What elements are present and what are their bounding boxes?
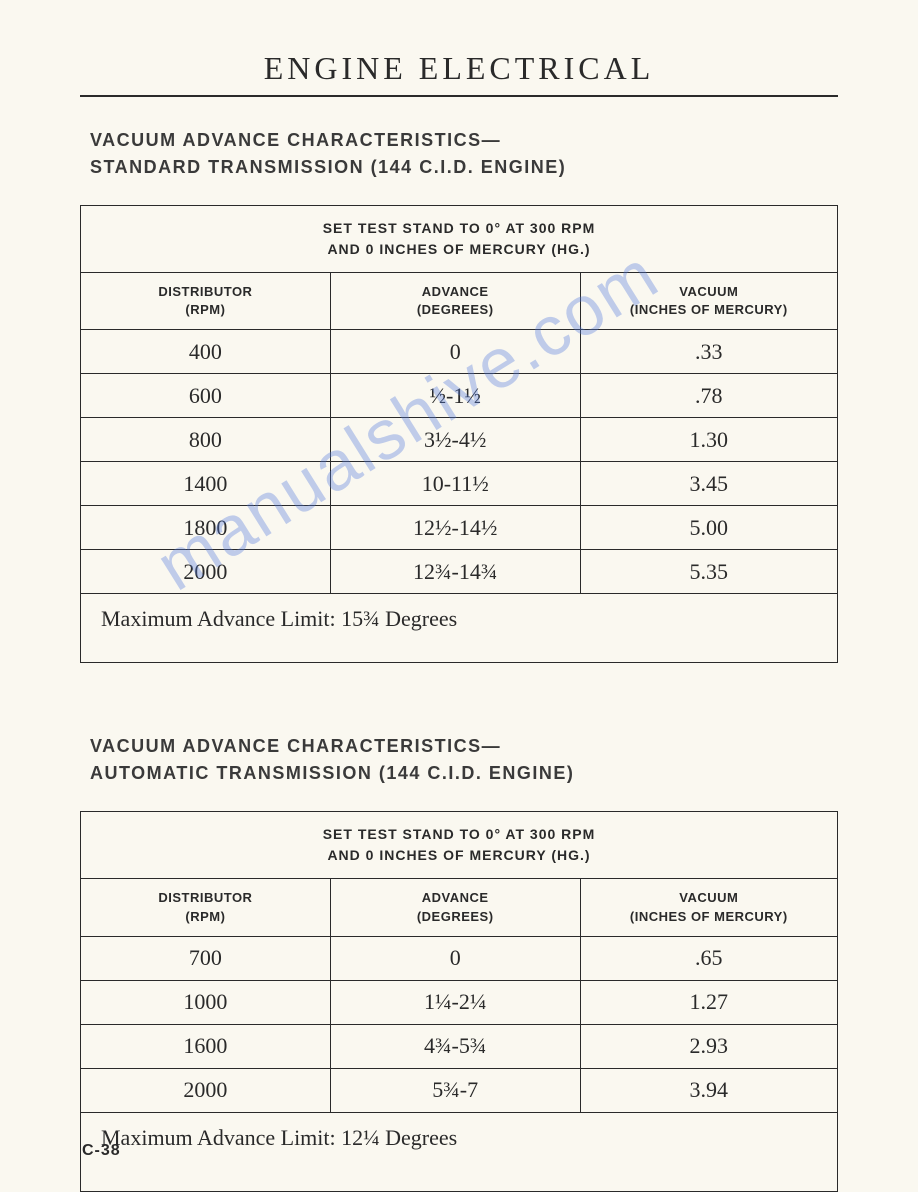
vacuum-cell: .78: [580, 374, 837, 418]
table-row: 1800 12½-14½ 5.00: [81, 506, 838, 550]
col-label: DISTRIBUTOR: [158, 890, 252, 905]
rpm-cell: 1600: [81, 1024, 331, 1068]
section1-table: SET TEST STAND TO 0° AT 300 RPM AND 0 IN…: [80, 205, 838, 663]
rpm-cell: 1800: [81, 506, 331, 550]
section2-col-header: VACUUM (INCHES OF MERCURY): [580, 879, 837, 936]
col-label: (DEGREES): [417, 909, 494, 924]
section2-heading-line1: VACUUM ADVANCE CHARACTERISTICS—: [90, 736, 501, 756]
col-label: (RPM): [185, 909, 225, 924]
advance-cell: 0: [330, 330, 580, 374]
section1-heading: VACUUM ADVANCE CHARACTERISTICS— STANDARD…: [90, 127, 838, 181]
section1-heading-line1: VACUUM ADVANCE CHARACTERISTICS—: [90, 130, 501, 150]
rpm-cell: 600: [81, 374, 331, 418]
col-label: ADVANCE: [422, 890, 489, 905]
table-row: 1600 4¾-5¾ 2.93: [81, 1024, 838, 1068]
vacuum-cell: 1.27: [580, 980, 837, 1024]
rpm-cell: 400: [81, 330, 331, 374]
section2-caption-line1: SET TEST STAND TO 0° AT 300 RPM: [323, 826, 596, 842]
page-title: ENGINE ELECTRICAL: [80, 50, 838, 97]
rpm-cell: 800: [81, 418, 331, 462]
page-number: C-38: [82, 1142, 121, 1160]
advance-cell: 4¾-5¾: [330, 1024, 580, 1068]
section1-col-header: VACUUM (INCHES OF MERCURY): [580, 273, 837, 330]
advance-cell: 3½-4½: [330, 418, 580, 462]
section1-caption-line1: SET TEST STAND TO 0° AT 300 RPM: [323, 220, 596, 236]
vacuum-cell: .65: [580, 936, 837, 980]
advance-cell: 0: [330, 936, 580, 980]
advance-cell: 5¾-7: [330, 1068, 580, 1112]
vacuum-cell: 1.30: [580, 418, 837, 462]
rpm-cell: 700: [81, 936, 331, 980]
section2-footer: Maximum Advance Limit: 12¼ Degrees: [81, 1112, 838, 1191]
section1-heading-line2: STANDARD TRANSMISSION (144 C.I.D. ENGINE…: [90, 157, 566, 177]
section1-col-header: ADVANCE (DEGREES): [330, 273, 580, 330]
advance-cell: 12¾-14¾: [330, 550, 580, 594]
section2-col-header: DISTRIBUTOR (RPM): [81, 879, 331, 936]
section1-caption-line2: AND 0 INCHES OF MERCURY (HG.): [327, 241, 590, 257]
table-row: 1000 1¼-2¼ 1.27: [81, 980, 838, 1024]
section2-heading-line2: AUTOMATIC TRANSMISSION (144 C.I.D. ENGIN…: [90, 763, 574, 783]
table-row: 2000 5¾-7 3.94: [81, 1068, 838, 1112]
section2-caption-line2: AND 0 INCHES OF MERCURY (HG.): [327, 847, 590, 863]
table-row: 600 ½-1½ .78: [81, 374, 838, 418]
section1-caption: SET TEST STAND TO 0° AT 300 RPM AND 0 IN…: [81, 206, 838, 273]
table-row: 2000 12¾-14¾ 5.35: [81, 550, 838, 594]
col-label: (INCHES OF MERCURY): [630, 302, 788, 317]
col-label: (DEGREES): [417, 302, 494, 317]
section1-footer: Maximum Advance Limit: 15¾ Degrees: [81, 594, 838, 663]
advance-cell: 10-11½: [330, 462, 580, 506]
rpm-cell: 1000: [81, 980, 331, 1024]
vacuum-cell: .33: [580, 330, 837, 374]
advance-cell: 1¼-2¼: [330, 980, 580, 1024]
section2-caption: SET TEST STAND TO 0° AT 300 RPM AND 0 IN…: [81, 812, 838, 879]
col-label: (RPM): [185, 302, 225, 317]
advance-cell: 12½-14½: [330, 506, 580, 550]
table-row: 700 0 .65: [81, 936, 838, 980]
col-label: DISTRIBUTOR: [158, 284, 252, 299]
col-label: VACUUM: [679, 284, 738, 299]
advance-cell: ½-1½: [330, 374, 580, 418]
section1-col-header: DISTRIBUTOR (RPM): [81, 273, 331, 330]
table-row: 400 0 .33: [81, 330, 838, 374]
section2-col-header: ADVANCE (DEGREES): [330, 879, 580, 936]
rpm-cell: 1400: [81, 462, 331, 506]
vacuum-cell: 2.93: [580, 1024, 837, 1068]
section2-table: SET TEST STAND TO 0° AT 300 RPM AND 0 IN…: [80, 811, 838, 1191]
table-row: 1400 10-11½ 3.45: [81, 462, 838, 506]
col-label: VACUUM: [679, 890, 738, 905]
vacuum-cell: 5.35: [580, 550, 837, 594]
table-row: 800 3½-4½ 1.30: [81, 418, 838, 462]
vacuum-cell: 3.45: [580, 462, 837, 506]
vacuum-cell: 3.94: [580, 1068, 837, 1112]
rpm-cell: 2000: [81, 1068, 331, 1112]
col-label: ADVANCE: [422, 284, 489, 299]
col-label: (INCHES OF MERCURY): [630, 909, 788, 924]
section2-heading: VACUUM ADVANCE CHARACTERISTICS— AUTOMATI…: [90, 733, 838, 787]
vacuum-cell: 5.00: [580, 506, 837, 550]
rpm-cell: 2000: [81, 550, 331, 594]
